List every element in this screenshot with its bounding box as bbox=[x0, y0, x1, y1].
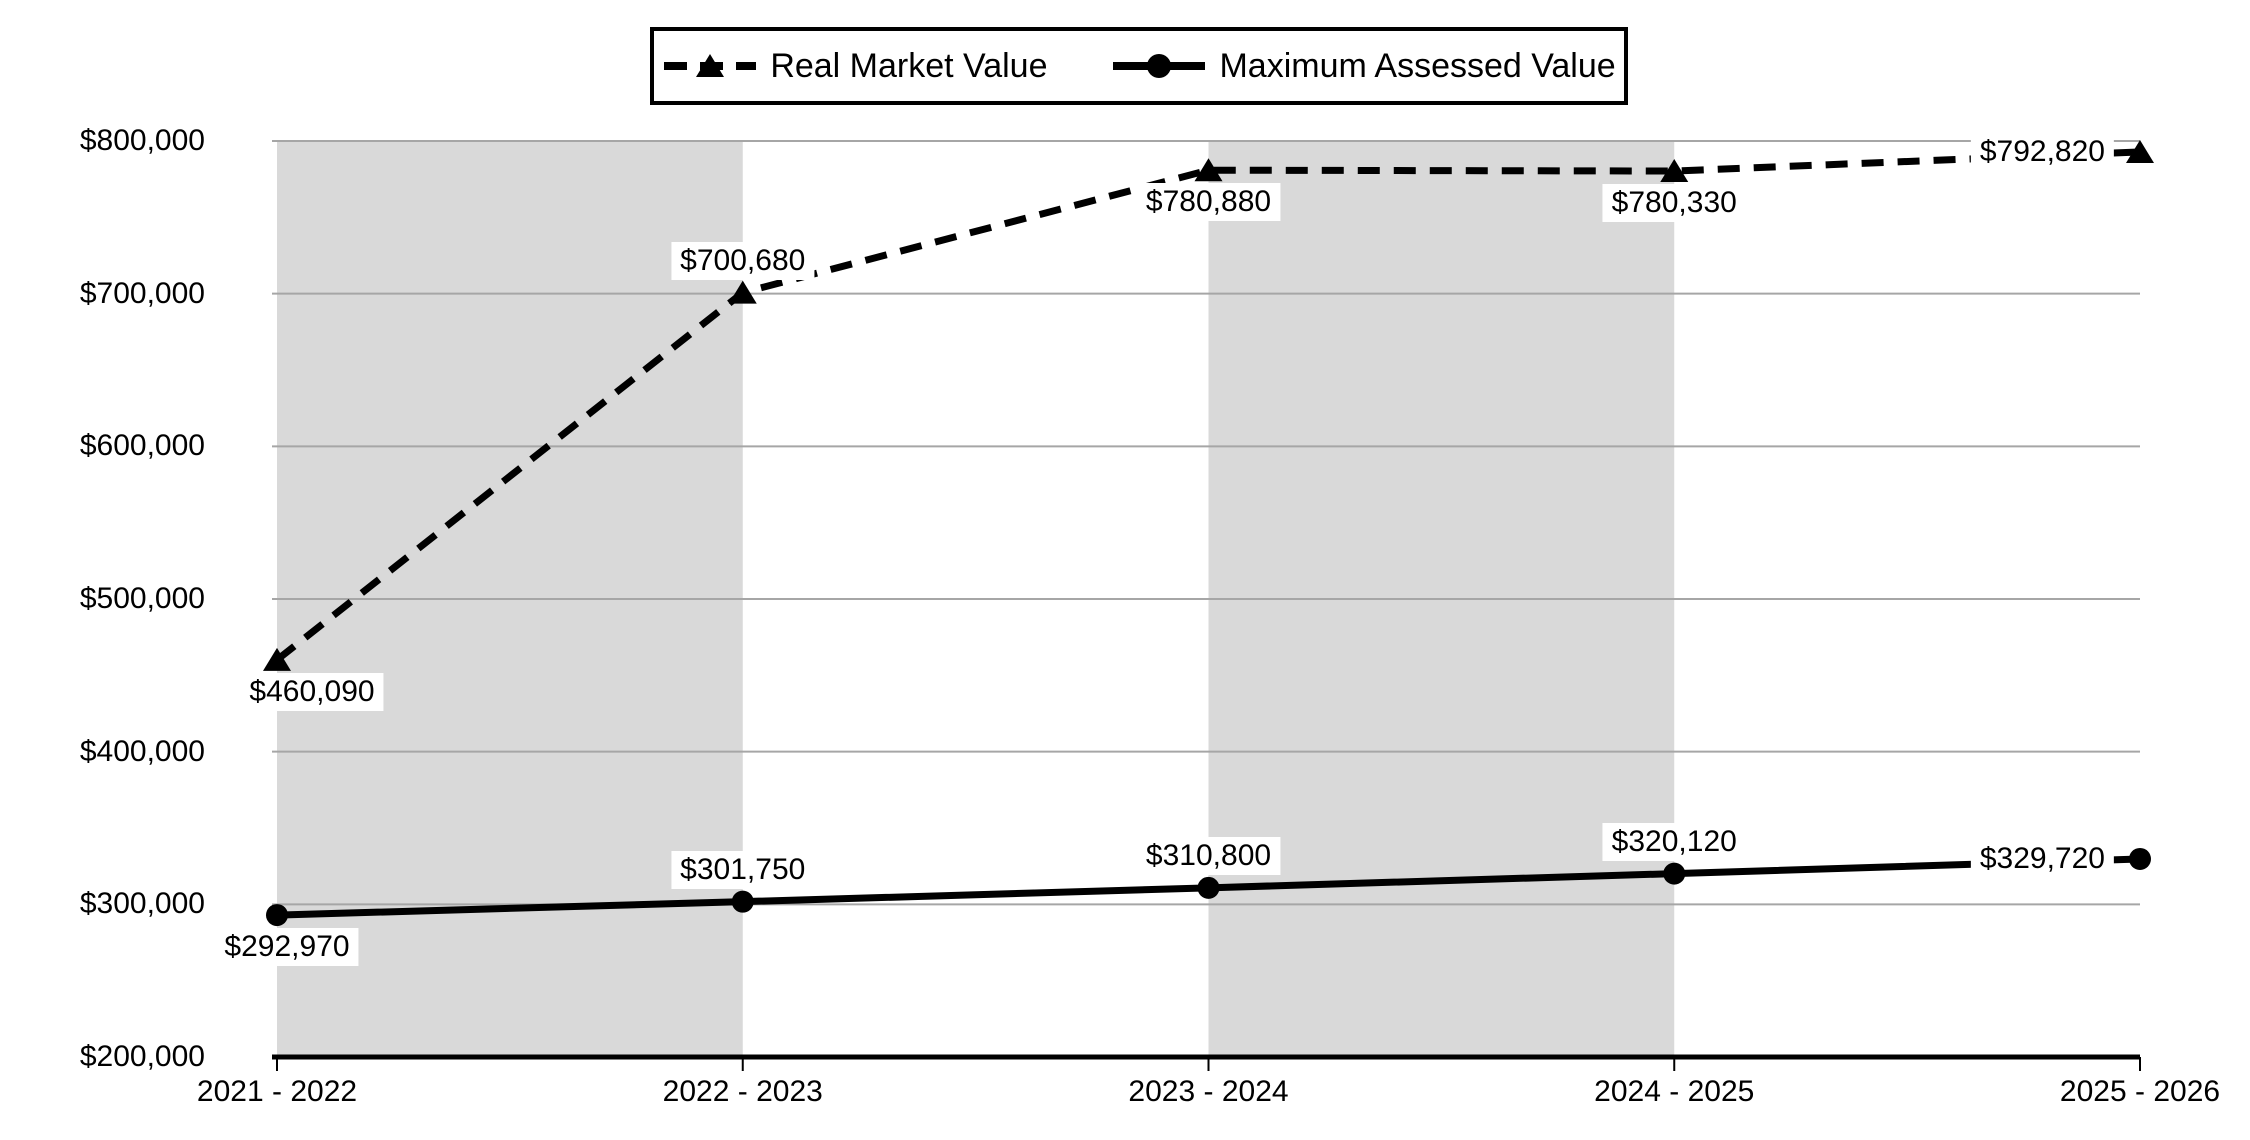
triangle-dashed-line-icon bbox=[664, 54, 757, 77]
data-point-circle-maximum-assessed-value bbox=[731, 890, 754, 913]
legend: Real Market Value Maximum Assessed Value bbox=[650, 27, 1628, 105]
data-point-circle-maximum-assessed-value bbox=[1197, 876, 1220, 899]
circle-solid-line-icon bbox=[1113, 54, 1206, 78]
data-point-triangle-real-market-value bbox=[263, 647, 291, 671]
data-point-circle-maximum-assessed-value bbox=[1663, 862, 1686, 885]
legend-item-maximum-assessed-value: Maximum Assessed Value bbox=[1111, 46, 1616, 86]
legend-label: Real Market Value bbox=[770, 46, 1048, 85]
data-point-triangle-real-market-value bbox=[1660, 159, 1689, 183]
data-point-circle-maximum-assessed-value bbox=[2129, 847, 2151, 870]
data-point-triangle-real-market-value bbox=[1194, 158, 1223, 182]
legend-label: Maximum Assessed Value bbox=[1219, 46, 1616, 85]
data-point-triangle-real-market-value bbox=[2126, 139, 2154, 163]
series-line-real-market-value bbox=[274, 148, 2141, 663]
legend-item-real-market-value: Real Market Value bbox=[662, 47, 1047, 86]
data-point-triangle-real-market-value bbox=[728, 280, 757, 304]
data-point-circle-maximum-assessed-value bbox=[266, 904, 288, 927]
